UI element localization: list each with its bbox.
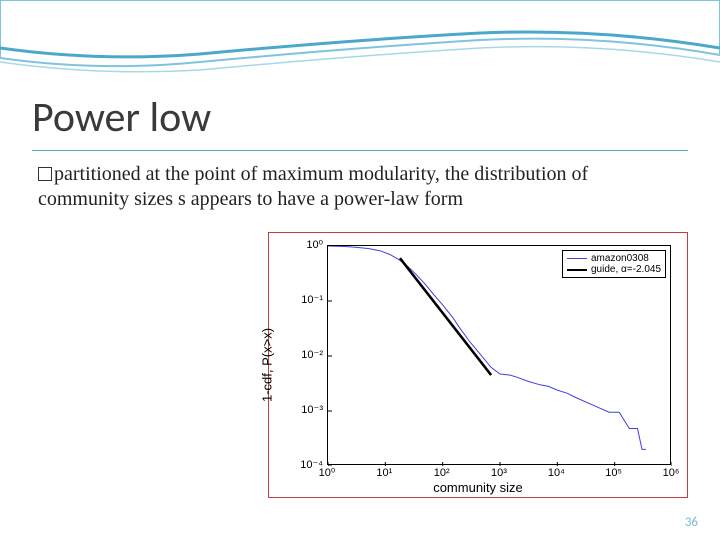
chart-legend: amazon0308 guide, α=-2.045 <box>562 250 666 278</box>
legend-row: amazon0308 <box>567 253 661 264</box>
slide-title: Power low <box>32 92 211 143</box>
x-tick-label: 10⁵ <box>599 467 629 479</box>
x-tick-label: 10² <box>427 467 457 479</box>
slide-body: partitioned at the point of maximum modu… <box>38 162 678 212</box>
chart-plot-area: amazon0308 guide, α=-2.045 <box>327 245 671 465</box>
x-tick-label: 10¹ <box>369 467 399 479</box>
x-tick-label: 10⁴ <box>541 467 571 479</box>
wave-decoration <box>0 0 720 95</box>
chart-container: 1-cdf, P(x>x) amazon0308 guide, α=-2.045… <box>268 232 688 498</box>
x-tick-label: 10³ <box>484 467 514 479</box>
body-paragraph: partitioned at the point of maximum modu… <box>38 163 588 210</box>
y-tick-label: 10⁻¹ <box>269 293 323 306</box>
x-tick-label: 10⁶ <box>656 467 686 479</box>
legend-label: guide, α=-2.045 <box>591 264 661 275</box>
legend-label: amazon0308 <box>591 253 649 264</box>
title-underline <box>32 150 688 151</box>
bullet-icon <box>38 167 52 181</box>
y-tick-label: 10⁻² <box>269 348 323 361</box>
slide-number: 36 <box>685 515 698 530</box>
y-axis-label: 1-cdf, P(x>x) <box>260 328 275 402</box>
chart-svg <box>328 246 672 466</box>
y-tick-label: 10⁻³ <box>269 403 323 416</box>
y-tick-label: 10⁻⁴ <box>269 458 323 471</box>
legend-row: guide, α=-2.045 <box>567 264 661 275</box>
x-axis-label: community size <box>269 480 687 495</box>
y-tick-label: 10⁰ <box>269 238 323 251</box>
